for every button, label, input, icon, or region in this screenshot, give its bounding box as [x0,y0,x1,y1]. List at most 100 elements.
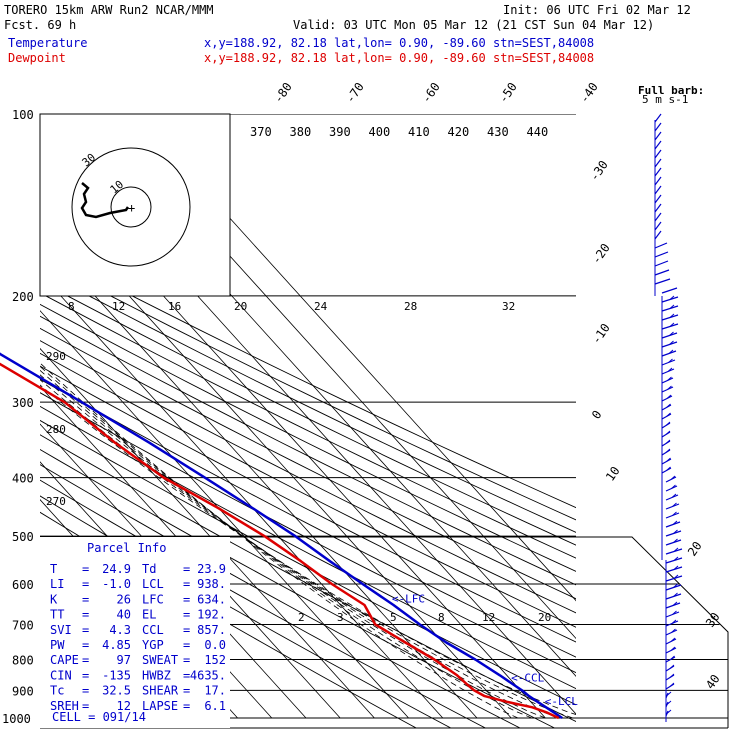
wind-barb [661,385,674,393]
wind-barb [661,457,672,465]
parcel-key: SHEAR [142,684,179,698]
init-time: Init: 06 UTC Fri 02 Mar 12 [503,3,691,17]
wind-barb [665,583,682,591]
parcel-value: 32.5 [102,684,131,698]
wind-barb [661,394,673,402]
parcel-key: CCL [142,623,164,637]
pressure-label-200: 200 [12,290,34,304]
wind-barb [665,646,677,654]
mixing-ratio-label-16: 16 [168,300,181,313]
isotherm-right-label--20: -20 [589,241,613,267]
dewpoint-legend: Dewpoint [8,51,66,65]
pressure-label-1000: 1000 [2,712,31,726]
mixing-ratio-lower-label-3: 3 [337,611,344,624]
parcel-eq: = [183,592,190,606]
model-title: TORERO 15km ARW Run2 NCAR/MMM [4,3,214,17]
dry-adiabat-420 [40,280,576,546]
parcel-value: -135 [102,668,131,682]
wind-barb [665,610,680,618]
wind-barb [661,412,672,420]
parcel-eq: = [183,577,190,591]
wind-barb [665,673,675,681]
wind-barb [654,113,662,123]
wind-barb [661,313,679,321]
dewpoint-station-info: x,y=188.92, 82.18 lat,lon= 0.90, -89.60 … [204,51,594,65]
parcel-value: -1.0 [102,577,131,591]
wind-barb [665,529,682,537]
parcel-value: 23.9 [197,562,226,576]
wind-barb [661,295,679,303]
parcel-eq: = [183,699,190,713]
parcel-key: SREH [50,699,79,713]
parcel-eq: = [82,562,89,576]
isotherm-top-label--60: -60 [419,80,443,106]
parcel-value: 938. [197,577,226,591]
wind-barb [665,592,682,600]
parcel-row: PW = 4.85 YGP = 0.0 [50,638,226,652]
temperature-station-info: x,y=188.92, 82.18 lat,lon= 0.90, -89.60 … [204,36,594,50]
wind-barb [661,466,672,474]
parcel-eq: = [82,577,89,591]
parcel-row: LI = -1.0 LCL = 938. [50,577,226,591]
valid-time: Valid: 03 UTC Mon 05 Mar 12 (21 CST Sun … [293,18,654,32]
moist-adiabat-16 [40,365,532,719]
parcel-value: 4.85 [102,638,131,652]
theta-label-370: 370 [250,125,272,139]
wind-barb [654,158,662,168]
pressure-label-700: 700 [12,618,34,632]
parcel-eq: = [82,592,89,606]
wind-barb [665,556,683,564]
sounding-traces [0,352,563,720]
dry-adiabat-440 [40,258,576,521]
wind-barb [654,167,662,177]
theta-label-400: 400 [369,125,391,139]
wind-barb [654,176,662,186]
mixing-ratio-lower-label-5: 5 [390,611,397,624]
parcel-row: TT = 40 EL = 192. [50,608,226,622]
wind-barb [665,709,672,717]
parcel-key: SVI [50,623,72,637]
isotherm-top-label--40: -40 [577,80,601,106]
parcel-eq: = [183,638,190,652]
wind-barb [654,278,671,285]
parcel-eq: = [183,623,190,637]
wind-barb [665,628,678,636]
wind-barb [665,484,678,492]
wind-barb [661,331,678,339]
parcel-row: SVI = 4.3 CCL = 857. [50,623,226,637]
wind-barb [654,149,662,159]
parcel-eq: = [82,638,89,652]
parcel-key: CAPE [50,653,79,667]
parcel-title: Parcel Info [87,541,166,555]
lower-region-frame [40,536,729,728]
dry-adiabat-350 [40,365,576,643]
parcel-row: K = 26 LFC = 634. [50,592,226,606]
parcel-key: LFC [142,592,164,606]
moist-adiabat-20 [40,369,546,719]
parcel-eq: = [82,623,89,637]
parcel-eq: = [183,668,190,682]
wind-barb [661,322,679,330]
wind-barb [665,502,680,510]
wind-barb [654,251,669,258]
moist-adiabat-24 [40,374,560,719]
mixing-ratio-lower-label-20: 20 [538,611,551,624]
isotherm-right-label--10: -10 [589,321,613,347]
wind-barb [661,304,679,312]
mixing-ratio-label-8: 8 [68,300,75,313]
dry-adiabat-430 [40,269,576,533]
isotherm-top-label--80: -80 [271,80,295,106]
theta-label-420: 420 [448,125,470,139]
isotherm-top-label--70: -70 [343,80,367,106]
dry-adiabat-290 [40,448,556,728]
mixing-ratio-lower-label-8: 8 [438,611,445,624]
parcel-key: LCL [142,577,164,591]
mixing-ratio-label-20: 20 [234,300,247,313]
mixing-ratio-label-28: 28 [404,300,417,313]
wind-barb [665,520,681,528]
parcel-eq: = [82,668,89,682]
parcel-value: 24.9 [102,562,131,576]
dry-adiabat-380 [40,327,576,600]
